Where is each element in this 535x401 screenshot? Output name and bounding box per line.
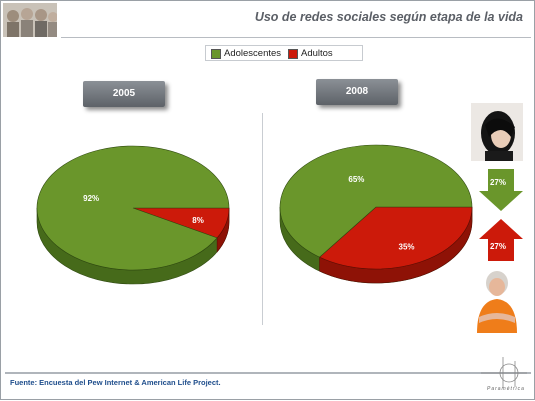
data-label-adultos-2008: 35% xyxy=(399,243,415,252)
arrow-label-up: 27% xyxy=(489,242,506,251)
footer-rule xyxy=(5,372,531,374)
data-label-adultos-2005: 8% xyxy=(192,216,204,225)
arrow-down-adolescentes xyxy=(479,169,523,211)
pie-chart-2005: 8% 92% xyxy=(36,145,230,285)
legend-item-adolescentes: Adolescentes xyxy=(211,48,281,59)
pie-slice-adolescentes-2005 xyxy=(36,145,230,271)
parametrica-logo xyxy=(481,357,527,387)
legend-item-adultos: Adultos xyxy=(288,48,333,59)
source-footnote: Fuente: Encuesta del Pew Internet & Amer… xyxy=(10,378,221,387)
legend-swatch-adultos xyxy=(288,48,298,59)
arrow-label-down: 27% xyxy=(489,178,506,187)
legend-label-adolescentes: Adolescentes xyxy=(224,48,282,59)
title-rule xyxy=(61,37,531,38)
arrow-up-adultos xyxy=(479,219,523,261)
teen-photo xyxy=(471,103,523,161)
year-label-2008: 2008 xyxy=(316,79,398,105)
pie-slice-adolescentes-2008 xyxy=(279,144,473,258)
header-crowd-photo xyxy=(3,3,57,37)
logo-text: Paramétrica xyxy=(487,386,525,392)
legend-label-adultos: Adultos xyxy=(301,48,333,59)
adult-woman-photo xyxy=(471,267,523,333)
year-label-2005: 2005 xyxy=(83,81,165,107)
data-label-adolescentes-2005: 92% xyxy=(83,194,99,203)
chart-legend: Adolescentes Adultos xyxy=(205,45,363,61)
pie-slice-adultos-2008 xyxy=(319,206,473,270)
chart-divider xyxy=(262,113,263,325)
data-label-adolescentes-2008: 65% xyxy=(348,175,364,184)
pie-chart-2008: 35% 65% xyxy=(279,144,473,284)
slide-title: Uso de redes sociales según etapa de la … xyxy=(254,10,523,24)
legend-swatch-adolescentes xyxy=(211,48,221,59)
